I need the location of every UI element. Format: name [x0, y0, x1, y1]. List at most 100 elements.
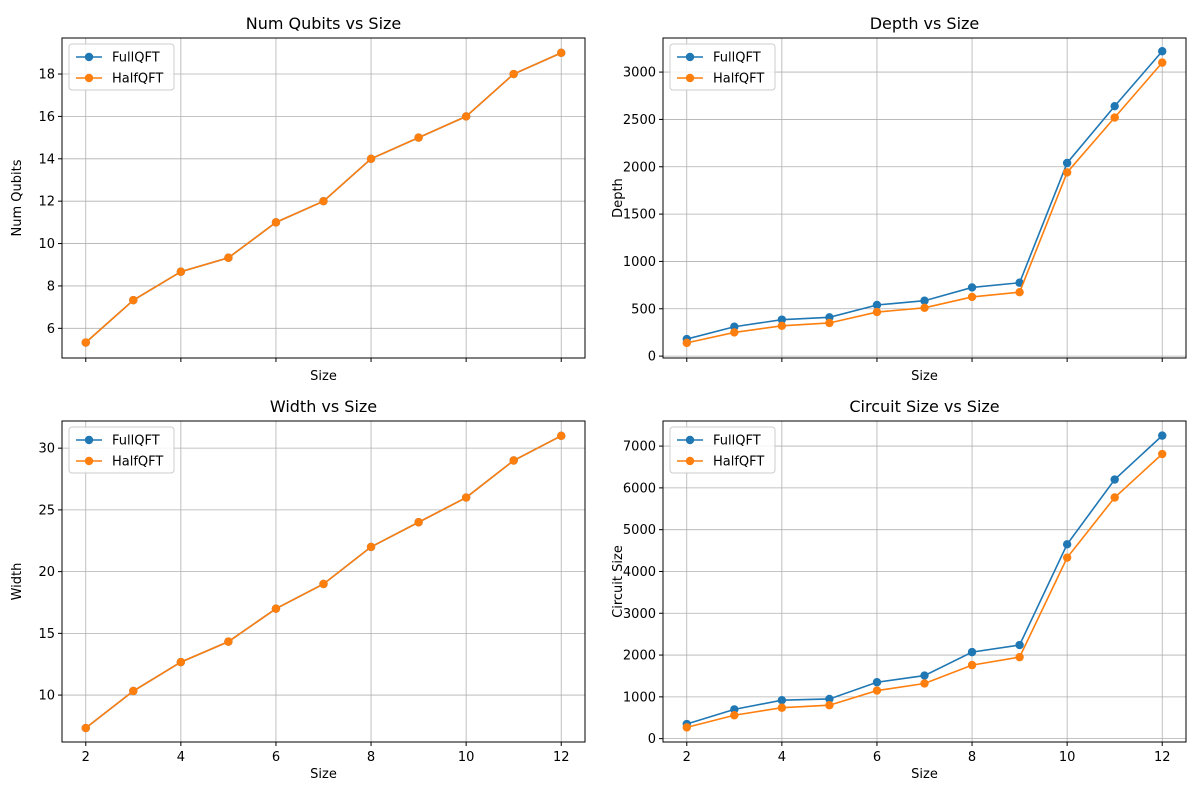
chart-panel-1: 6 8 10 12 14 16 18 Num Qubits vs Size Size Num Qu…: [10, 14, 586, 384]
y-tick-label: 20: [38, 565, 55, 580]
y-tick-label: 5000: [623, 523, 656, 538]
y-tick-label: 16: [38, 110, 55, 125]
data-point-HalfQFT: [366, 154, 376, 163]
y-tick-label: 2500: [623, 113, 656, 128]
data-point-HalfQFT: [414, 518, 423, 527]
x-tick-label: 6: [272, 750, 280, 765]
legend-marker-HalfQFT: [685, 73, 695, 83]
data-point-HalfQFT: [81, 338, 90, 347]
data-point-HalfQFT: [414, 133, 423, 142]
y-tick-label: 25: [38, 503, 55, 518]
data-point-FullQFT: [920, 671, 929, 680]
chart-title: Circuit Size vs Size: [849, 397, 999, 416]
x-tick-label: 10: [458, 750, 475, 765]
y-tick-label: 500: [631, 302, 656, 317]
data-point-FullQFT: [730, 705, 739, 714]
data-point-HalfQFT: [967, 660, 977, 670]
data-point-FullQFT: [1110, 101, 1119, 111]
data-point-HalfQFT: [825, 701, 834, 710]
y-tick-label: 12: [38, 195, 55, 210]
data-point-HalfQFT: [967, 292, 977, 302]
y-tick-label: 2000: [623, 649, 656, 664]
legend-label: HalfQFT: [713, 72, 764, 87]
data-point-HalfQFT: [1062, 553, 1072, 562]
data-point-HalfQFT: [224, 253, 233, 262]
chart-title: Num Qubits vs Size: [246, 14, 402, 33]
data-point-HalfQFT: [1062, 168, 1072, 177]
chart-panel-4: 2 4 6 8 10 12 0 1000 2000 3000 4000 5000 6000 7000 Cir…: [611, 397, 1187, 782]
y-tick-label: 8: [47, 279, 55, 294]
data-point-FullQFT: [967, 283, 977, 292]
data-point-FullQFT: [825, 694, 834, 704]
data-point-HalfQFT: [129, 686, 138, 696]
legend-marker-FullQFT: [84, 435, 94, 445]
y-axis-label: Num Qubits: [10, 159, 25, 236]
data-point-HalfQFT: [872, 307, 882, 317]
data-point-HalfQFT: [176, 267, 186, 276]
y-tick-label: 0: [648, 350, 656, 365]
data-point-HalfQFT: [271, 604, 281, 613]
legend-marker-FullQFT: [84, 52, 94, 62]
data-point-HalfQFT: [176, 657, 186, 667]
data-point-FullQFT: [1015, 640, 1024, 650]
x-tick-label: 4: [778, 750, 786, 765]
x-axis-label: Size: [310, 767, 337, 782]
legend-marker-HalfQFT: [685, 456, 695, 466]
y-axis-label: Width: [10, 563, 25, 601]
axes-frame: [662, 420, 1187, 743]
data-point-FullQFT: [777, 696, 787, 705]
data-point-HalfQFT: [319, 196, 328, 206]
data-point-FullQFT: [777, 315, 787, 324]
y-axis-label: Circuit Size: [611, 545, 626, 618]
y-tick-label: 1000: [623, 255, 656, 270]
legend-label: HalfQFT: [112, 72, 163, 87]
data-point-FullQFT: [1110, 475, 1119, 484]
y-tick-label: 3000: [623, 607, 656, 622]
chart-panel-2: 0 500 1000 1500 2000 2500 3000 Depth vs Size Siz…: [611, 14, 1187, 384]
data-point-HalfQFT: [509, 456, 518, 465]
legend-label: FullQFT: [713, 51, 761, 66]
y-axis-label: Depth: [611, 178, 626, 218]
data-point-HalfQFT: [872, 686, 882, 695]
y-tick-label: 4000: [623, 565, 656, 580]
data-point-HalfQFT: [557, 431, 566, 441]
data-point-HalfQFT: [271, 218, 281, 227]
y-tick-label: 30: [38, 442, 55, 457]
data-point-FullQFT: [1158, 431, 1167, 440]
data-point-HalfQFT: [682, 338, 691, 348]
data-point-HalfQFT: [920, 303, 929, 313]
y-tick-label: 2000: [623, 160, 656, 175]
legend-marker-FullQFT: [685, 435, 695, 445]
data-point-HalfQFT: [129, 295, 138, 305]
data-point-HalfQFT: [825, 318, 834, 328]
x-tick-label: 12: [553, 750, 570, 765]
data-point-FullQFT: [872, 678, 882, 687]
data-point-FullQFT: [1158, 47, 1167, 56]
data-point-HalfQFT: [777, 703, 787, 712]
data-point-FullQFT: [1062, 158, 1072, 168]
data-point-HalfQFT: [682, 723, 691, 732]
axes-frame: [61, 37, 586, 359]
y-tick-label: 15: [38, 627, 55, 642]
x-tick-label: 12: [1154, 750, 1171, 765]
data-point-HalfQFT: [224, 637, 233, 646]
data-point-HalfQFT: [1110, 493, 1119, 502]
data-point-HalfQFT: [1158, 449, 1167, 459]
data-point-HalfQFT: [730, 711, 739, 720]
data-point-HalfQFT: [777, 321, 787, 331]
data-point-FullQFT: [920, 296, 929, 305]
y-tick-label: 10: [38, 689, 55, 704]
legend-marker-HalfQFT: [84, 456, 94, 466]
data-point-HalfQFT: [509, 69, 518, 79]
y-tick-label: 1500: [623, 208, 656, 223]
legend-label: FullQFT: [713, 434, 761, 449]
data-point-HalfQFT: [1015, 288, 1024, 297]
data-point-FullQFT: [1062, 540, 1072, 549]
data-point-HalfQFT: [81, 723, 90, 733]
data-point-HalfQFT: [1015, 652, 1024, 662]
y-tick-label: 6000: [623, 481, 656, 496]
data-point-FullQFT: [872, 300, 882, 310]
x-tick-label: 10: [1059, 750, 1076, 765]
legend-marker-FullQFT: [685, 52, 695, 62]
